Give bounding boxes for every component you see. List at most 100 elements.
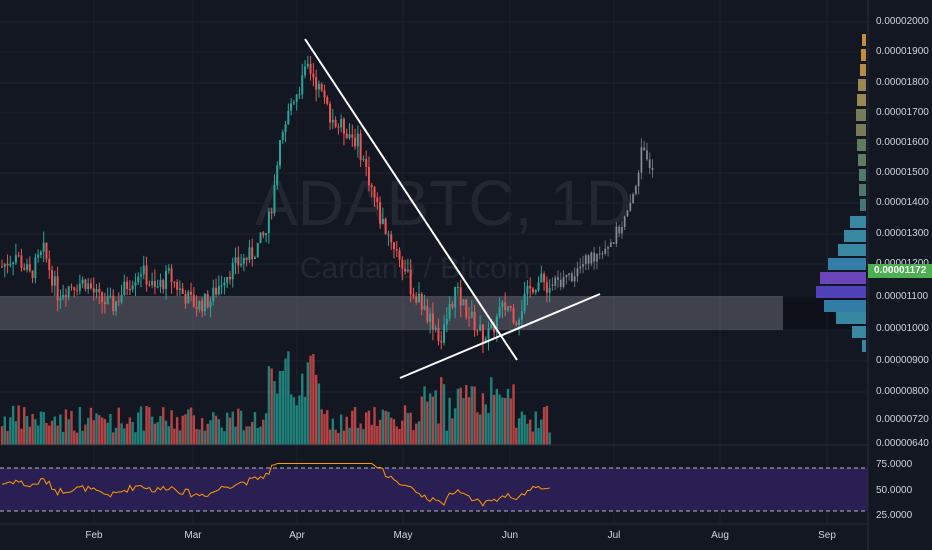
candle-body [212, 287, 215, 302]
projection-body [640, 147, 643, 173]
volume-bar [512, 384, 515, 445]
candle-body [470, 311, 473, 318]
candle-body [276, 165, 279, 186]
candle-body [459, 286, 462, 306]
price-axis-label: 0.00001000 [876, 323, 929, 334]
candle-body [537, 282, 540, 291]
candle-body [95, 289, 98, 293]
candle-body [345, 133, 348, 138]
volume-profile-row [858, 154, 866, 166]
volume-bar [417, 421, 421, 445]
volume-bar [276, 393, 279, 445]
volume-bar [537, 427, 540, 445]
volume-bar [25, 416, 29, 445]
price-axis-label: 0.00000800 [876, 386, 929, 397]
candle-body [545, 282, 548, 293]
candle-body [34, 257, 37, 279]
volume-bar [139, 406, 143, 445]
volume-bar [198, 429, 201, 445]
volume-bar [95, 413, 98, 445]
volume-bar [390, 417, 393, 445]
candle-body [437, 327, 440, 342]
candle-body [14, 255, 17, 263]
candle-body [145, 265, 148, 285]
volume-bar [248, 426, 251, 445]
candle-body [359, 133, 362, 160]
volume-bar [328, 429, 332, 445]
candle-body [70, 286, 73, 288]
volume-profile-row [838, 244, 866, 256]
candle-body [167, 268, 170, 271]
volume-bar [0, 426, 4, 445]
volume-bar [48, 425, 51, 445]
volume-bar [61, 431, 65, 445]
volume-bar [70, 410, 73, 445]
candle-body [298, 94, 301, 96]
candle-body [354, 137, 357, 147]
candle-body [259, 232, 262, 243]
volume-bar [478, 414, 482, 445]
volume-bar [420, 396, 423, 445]
volume-bar [323, 414, 326, 445]
volume-bar [387, 411, 390, 445]
candle-body [28, 264, 31, 271]
price-axis-label: 0.00002000 [876, 16, 929, 27]
candle-body [198, 300, 201, 310]
candlesticks [1, 55, 551, 354]
volume-bar [128, 417, 132, 445]
candle-body [26, 264, 29, 270]
rsi-axis-label: 50.0000 [876, 485, 913, 496]
candle-body [529, 285, 532, 289]
candle-body [103, 301, 106, 305]
volume-bar [175, 417, 179, 445]
candle-body [170, 268, 173, 282]
candle-body [493, 324, 496, 333]
projection-body [612, 242, 615, 244]
candle-body [126, 281, 129, 290]
price-axis-label: 0.00001800 [876, 77, 929, 88]
volume-bar [401, 420, 404, 445]
candle-body [159, 280, 162, 287]
volume-bar [251, 421, 254, 445]
projection-body [620, 227, 623, 234]
projection-body [554, 277, 557, 286]
volume-bar [206, 423, 209, 445]
candle-body [248, 247, 251, 261]
volume-bar [14, 421, 18, 445]
month-label: Apr [289, 530, 305, 541]
volume-bar [384, 410, 387, 445]
candle-body [123, 281, 126, 295]
volume-bar [195, 428, 198, 445]
month-label: Mar [184, 530, 202, 541]
volume-bar [267, 366, 271, 445]
candle-body [301, 75, 304, 95]
rsi-band [0, 468, 868, 511]
candle-body [42, 242, 45, 252]
candle-body [253, 257, 256, 259]
volume-bar [503, 397, 507, 445]
volume-bar [9, 417, 12, 445]
candle-body [76, 290, 79, 292]
projection-body [632, 194, 635, 204]
volume-bar [487, 413, 490, 445]
candle-body [342, 118, 345, 134]
projection-body [604, 248, 607, 254]
volume-bar [273, 381, 276, 445]
candle-body [226, 276, 229, 283]
volume-bar [381, 409, 385, 445]
volume-bar [348, 427, 351, 445]
candle-body [1, 266, 3, 268]
volume-bar [501, 397, 504, 445]
volume-bar [426, 401, 429, 445]
candle-body [395, 249, 398, 251]
candle-body [356, 133, 359, 147]
volume-profile-row [820, 272, 866, 284]
volume-bar [345, 416, 348, 445]
candle-body [176, 281, 179, 290]
rsi-axis-label: 25.0000 [876, 510, 913, 521]
candle-body [479, 324, 482, 331]
projection-body [615, 226, 618, 244]
projection-body [590, 252, 593, 264]
